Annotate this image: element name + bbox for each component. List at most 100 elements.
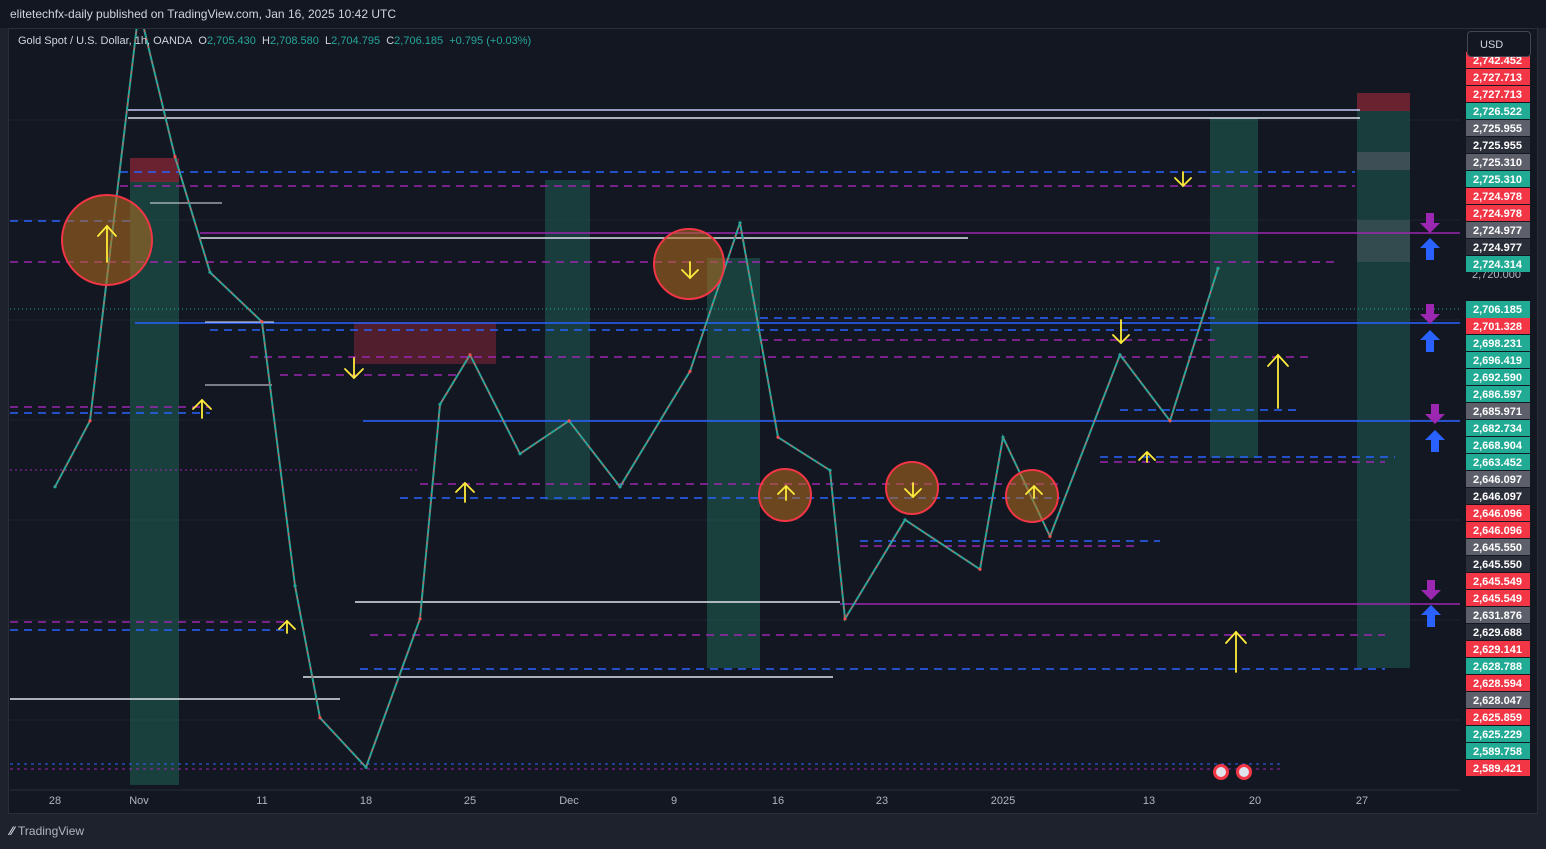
price-label-bg [1466,86,1530,102]
price-label-bg [1466,205,1530,221]
price-wick-overlay [54,29,1219,769]
brand-name: TradingView [18,824,85,838]
price-point [137,7,140,10]
price-label: 2,646.097 [1473,474,1522,486]
price-point [53,485,57,489]
price-label-bg [1466,641,1530,657]
publisher-caption: elitetechfx-daily published on TradingVi… [10,7,397,21]
price-label: 2,725.310 [1473,157,1522,169]
price-label-bg [1466,624,1530,640]
time-tick-label: 20 [1249,795,1261,807]
price-label: 2,706.185 [1473,304,1522,316]
price-labels: 2,742.452 2,727.713 2,727.713 2,726.522 2,72… [1466,52,1530,776]
price-label: 2,724.978 [1473,191,1522,203]
price-point [88,419,92,423]
price-label: 2,631.876 [1473,610,1522,622]
position-zones[interactable] [130,93,1410,785]
time-tick-label: 13 [1143,795,1155,807]
time-tick-label: 25 [464,795,476,807]
highlight-circle [1005,469,1059,523]
up-arrow-icon [1267,353,1289,409]
up-arrow-icon [278,619,296,634]
price-point [978,567,982,571]
price-label-bg [1466,675,1530,691]
price-point [418,617,422,621]
signal-arrows[interactable] [1420,213,1445,627]
time-tick-label: 28 [49,795,61,807]
price-label: 2,645.549 [1473,576,1522,588]
highlight-circle [758,468,812,522]
price-label: 2,629.141 [1473,644,1522,656]
price-label: 2,589.421 [1473,763,1522,775]
price-label-bg [1466,420,1530,436]
stop-zone [1357,93,1410,111]
symbol-legend[interactable]: Gold Spot / U.S. Dollar, 1h, OANDA O2,70… [18,35,531,47]
high-value: 2,708.580 [269,35,319,47]
price-label-bg [1466,709,1530,725]
open-label: O [198,35,207,47]
levels[interactable] [10,109,1460,700]
time-tick-label: 2025 [991,795,1015,807]
price-label-bg [1466,539,1530,555]
price-label: 2,685.971 [1473,406,1522,418]
price-label: 2,724.978 [1473,208,1522,220]
brand[interactable]: ⁄⁄ TradingView [10,824,84,838]
price-label: 2,726.522 [1473,106,1522,118]
up-arrow-icon [1025,484,1043,499]
price-label-bg [1466,137,1530,153]
price-label-bg [1466,556,1530,572]
price-label-bg [1466,386,1530,402]
economic-events[interactable] [1213,764,1252,780]
us-flag-icon [1216,767,1226,777]
down-arrow-icon [904,482,922,499]
price-label-bg [1466,403,1530,419]
price-point [776,435,780,439]
price-line [54,29,1219,770]
low-label: L [325,35,332,47]
footer-bar [0,815,1546,849]
arrow-marks[interactable] [97,171,1289,673]
buy-signal-icon [1420,330,1440,352]
currency-button[interactable]: USD [1467,31,1531,57]
price-point [468,353,472,357]
price-label: 2,725.955 [1473,123,1522,135]
price-label: 2,698.231 [1473,338,1522,350]
price-label-bg [1466,658,1530,674]
sell-signal-icon [1425,404,1445,424]
time-tick-label: 9 [671,795,677,807]
time-axis[interactable]: 28 Nov 11 18 25 Dec 9 16 23 2025 13 20 27 [49,795,1368,807]
us-flag-icon [1239,767,1249,777]
price-label-bg [1466,488,1530,504]
price-label: 2,645.550 [1473,542,1522,554]
low-value: 2,704.795 [331,35,381,47]
price-label-bg [1466,522,1530,538]
stop-zone [130,158,179,182]
price-label: 2,668.904 [1473,440,1523,452]
long-zone [130,180,179,785]
close-value: 2,706.185 [394,35,444,47]
price-label-bg [1466,154,1530,170]
price-label-bg [1466,301,1530,317]
price-label-bg [1466,726,1530,742]
down-arrow-icon [1174,171,1192,188]
time-tick-label: 27 [1356,795,1368,807]
up-arrow-icon [1225,630,1247,673]
price-point [208,270,212,274]
price-label-bg [1466,454,1530,470]
price-label-bg [1466,471,1530,487]
price-label: 2,589.758 [1473,746,1522,758]
open-value: 2,705.430 [206,35,256,47]
long-zone [545,180,590,500]
price-label: 2,724.977 [1473,242,1522,254]
price-label-bg [1466,256,1530,272]
price-point [618,485,622,489]
price-label-bg [1466,369,1530,385]
price-point [903,518,907,522]
price-label: 2,646.096 [1473,525,1522,537]
buy-signal-icon [1421,605,1441,627]
price-label: 2,645.550 [1473,559,1522,571]
price-point [1216,266,1220,270]
price-point [1118,353,1122,357]
price-label-bg [1466,188,1530,204]
